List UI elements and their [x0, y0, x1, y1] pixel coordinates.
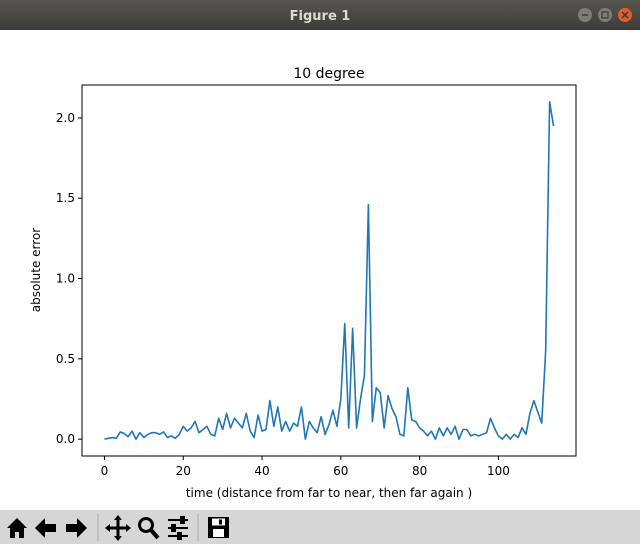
window-minimize[interactable] — [578, 8, 592, 22]
configure-button[interactable] — [168, 516, 188, 540]
x-tick-label: 40 — [254, 464, 269, 478]
y-tick-label: 1.0 — [56, 272, 75, 286]
toolbar — [0, 510, 640, 544]
x-tick-label: 20 — [176, 464, 191, 478]
window-title: Figure 1 — [290, 9, 351, 24]
title-bar — [0, 0, 640, 30]
x-axis-label: time (distance from far to near, then fa… — [186, 486, 472, 500]
save-button[interactable] — [208, 517, 229, 538]
x-tick-label: 0 — [101, 464, 109, 478]
forward-button[interactable] — [66, 518, 87, 538]
x-tick-label: 80 — [412, 464, 427, 478]
x-tick-label: 60 — [333, 464, 348, 478]
back-button[interactable] — [35, 518, 56, 538]
plot-frame — [81, 84, 577, 457]
x-tick-label: 100 — [487, 464, 510, 478]
data-line — [104, 101, 555, 440]
y-tick-label: 0.0 — [56, 432, 75, 446]
y-tick-label: 2.0 — [56, 111, 75, 125]
pan-button[interactable] — [105, 515, 131, 541]
y-axis-label: absolute error — [29, 228, 43, 313]
home-button[interactable] — [7, 518, 27, 538]
window-maximize[interactable] — [598, 8, 612, 22]
zoom-button[interactable] — [138, 517, 160, 540]
y-tick-label: 0.5 — [56, 352, 75, 366]
y-tick-label: 1.5 — [56, 191, 75, 205]
window-close[interactable] — [618, 8, 632, 22]
plot: 0 20 40 60 80 100 0.0 0.5 1.0 1.5 2.0 — [56, 101, 555, 478]
chart-title: 10 degree — [293, 66, 364, 82]
